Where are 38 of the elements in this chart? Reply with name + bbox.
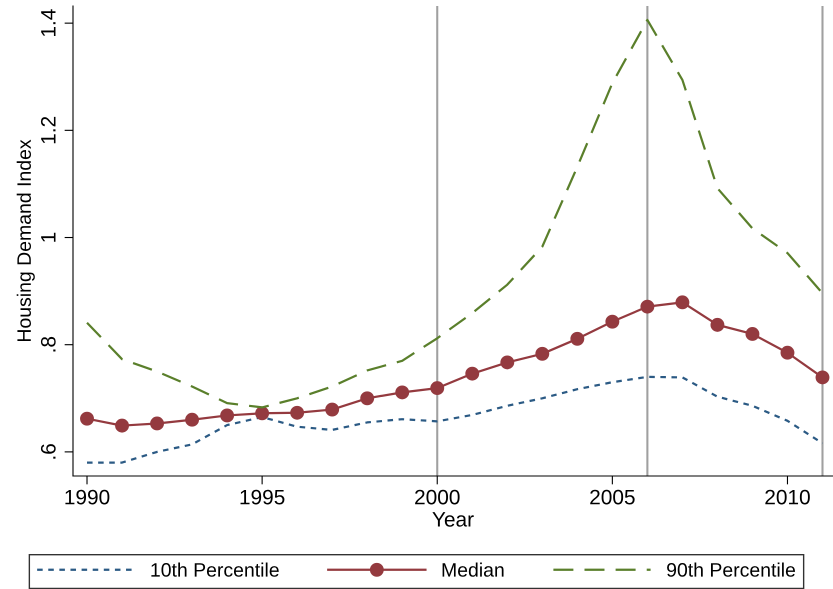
x-tick-label: 2010 <box>765 490 810 504</box>
point <box>710 318 724 332</box>
line-series <box>86 376 824 464</box>
point <box>570 332 584 346</box>
y-tick-label: 1.2 <box>40 116 56 144</box>
y-tick-label: .6 <box>40 444 56 459</box>
point <box>220 408 234 422</box>
point <box>185 412 200 427</box>
point <box>816 370 830 384</box>
point <box>115 418 129 433</box>
x-tick-label: 2000 <box>415 490 460 504</box>
legend-label: Median <box>442 562 504 577</box>
point <box>746 327 760 341</box>
point <box>290 406 304 420</box>
x-tick-label: 2005 <box>590 490 635 504</box>
legend-label: 90th Percentile <box>667 562 796 577</box>
point <box>675 295 690 310</box>
point <box>500 355 514 370</box>
y-tick-label: .8 <box>40 336 56 352</box>
legend-label: 10th Percentile <box>151 562 279 577</box>
point <box>535 346 550 361</box>
point <box>80 412 94 426</box>
y-axis-title: Housing Demand Index <box>16 140 35 341</box>
point <box>360 391 374 406</box>
point <box>430 381 444 396</box>
point <box>395 385 410 400</box>
point <box>150 416 164 430</box>
point <box>780 346 794 360</box>
point <box>325 402 340 416</box>
y-tick-label: 1 <box>41 232 56 242</box>
y-tick-label: 1.4 <box>41 9 56 36</box>
x-tick-label: 1990 <box>65 490 110 504</box>
x-axis-title: Year <box>432 512 474 527</box>
point <box>255 406 270 420</box>
point <box>465 366 480 381</box>
point <box>605 314 620 329</box>
x-tick-label: 1995 <box>240 490 284 504</box>
point <box>640 300 654 314</box>
